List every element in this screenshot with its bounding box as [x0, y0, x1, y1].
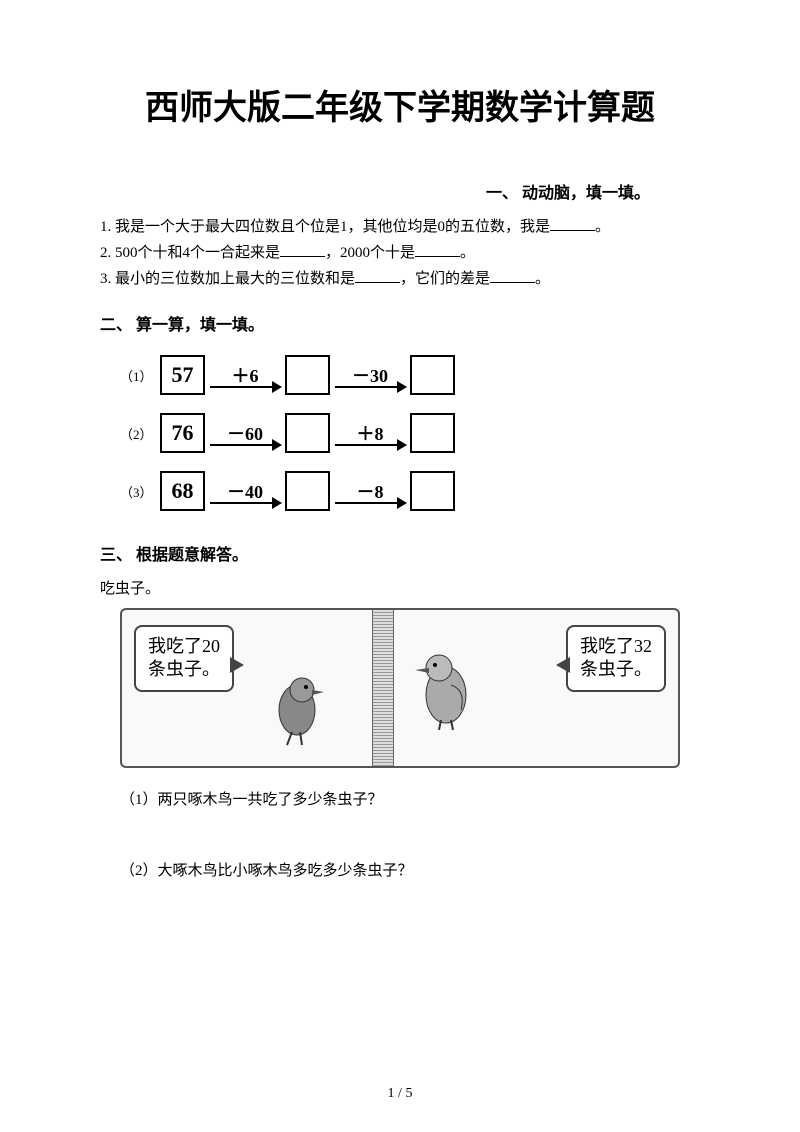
op-label: －30: [352, 362, 388, 388]
box-start: 68: [160, 471, 205, 511]
arrow-icon: [335, 502, 405, 504]
arrow-icon: [210, 386, 280, 388]
op-label: －60: [227, 420, 263, 446]
s3-q2: （2）大啄木鸟比小啄木鸟多吃多少条虫子？: [120, 859, 700, 880]
box-answer[interactable]: [410, 471, 455, 511]
s1-q3-p1: 3. 最小的三位数加上最大的三位数和是: [100, 271, 355, 287]
op-label: －40: [227, 478, 263, 504]
blank-input[interactable]: [355, 267, 400, 283]
speech-bubble-right: 我吃了32 条虫子。: [566, 625, 666, 692]
s1-q3-p2: ，它们的差是: [400, 271, 490, 287]
flow-row-1: （1） 57 ＋6 －30: [120, 355, 700, 395]
speech-right-line2: 条虫子。: [580, 659, 652, 679]
box-answer[interactable]: [410, 413, 455, 453]
bird-right-icon: [411, 640, 481, 730]
op-label: ＋8: [357, 420, 384, 446]
arrow-segment: －8: [335, 478, 405, 504]
s1-q2: 2. 500个十和4个一合起来是 ，2000个十是 。: [100, 241, 700, 265]
s1-q2-suffix: 。: [460, 245, 475, 261]
illustration-panel: 我吃了20 条虫子。 我吃了32 条虫子。: [120, 608, 680, 768]
flow-row-2: （2） 76 －60 ＋8: [120, 413, 700, 453]
op-label: －8: [357, 478, 384, 504]
blank-input[interactable]: [550, 215, 595, 231]
speech-left-line1: 我吃了20: [148, 636, 220, 656]
flow-label: （2）: [120, 424, 150, 443]
arrow-segment: ＋8: [335, 420, 405, 446]
s1-q3-suffix: 。: [535, 271, 550, 287]
blank-input[interactable]: [280, 241, 325, 257]
speech-left-line2: 条虫子。: [148, 659, 220, 679]
page-title: 西师大版二年级下学期数学计算题: [100, 80, 700, 129]
flow-row-3: （3） 68 －40 －8: [120, 471, 700, 511]
arrow-segment: ＋6: [210, 362, 280, 388]
arrow-icon: [210, 444, 280, 446]
box-answer[interactable]: [285, 355, 330, 395]
blank-input[interactable]: [490, 267, 535, 283]
s1-q1-prefix: 1. 我是一个大于最大四位数且个位是1，其他位均是0的五位数，我是: [100, 219, 550, 235]
flow-label: （1）: [120, 366, 150, 385]
flow-label: （3）: [120, 482, 150, 501]
arrow-segment: －60: [210, 420, 280, 446]
op-label: ＋6: [232, 362, 259, 388]
s3-q1: （1）两只啄木鸟一共吃了多少条虫子？: [120, 788, 700, 809]
bird-left-icon: [262, 660, 332, 750]
box-answer[interactable]: [410, 355, 455, 395]
s1-q1: 1. 我是一个大于最大四位数且个位是1，其他位均是0的五位数，我是 。: [100, 215, 700, 239]
speech-right-line1: 我吃了32: [580, 636, 652, 656]
tree-trunk-icon: [372, 610, 394, 766]
s1-q2-p2: ，2000个十是: [325, 245, 415, 261]
arrow-icon: [335, 386, 405, 388]
page-number: 1 / 5: [388, 1086, 413, 1102]
section2-heading: 二、 算一算，填一填。: [100, 311, 700, 335]
arrow-segment: －30: [335, 362, 405, 388]
s1-q2-p1: 2. 500个十和4个一合起来是: [100, 245, 280, 261]
arrow-segment: －40: [210, 478, 280, 504]
s1-q1-suffix: 。: [595, 219, 610, 235]
flow-diagrams: （1） 57 ＋6 －30 （2） 76 －60 ＋8 （3） 68 －40: [120, 355, 700, 511]
arrow-icon: [210, 502, 280, 504]
arrow-icon: [335, 444, 405, 446]
section3-subtitle: 吃虫子。: [100, 577, 700, 598]
box-answer[interactable]: [285, 413, 330, 453]
section3-heading: 三、 根据题意解答。: [100, 541, 700, 565]
speech-bubble-left: 我吃了20 条虫子。: [134, 625, 234, 692]
blank-input[interactable]: [415, 241, 460, 257]
box-start: 57: [160, 355, 205, 395]
box-answer[interactable]: [285, 471, 330, 511]
box-start: 76: [160, 413, 205, 453]
s1-q3: 3. 最小的三位数加上最大的三位数和是 ，它们的差是 。: [100, 267, 700, 291]
section1-heading: 一、 动动脑，填一填。: [100, 179, 700, 203]
